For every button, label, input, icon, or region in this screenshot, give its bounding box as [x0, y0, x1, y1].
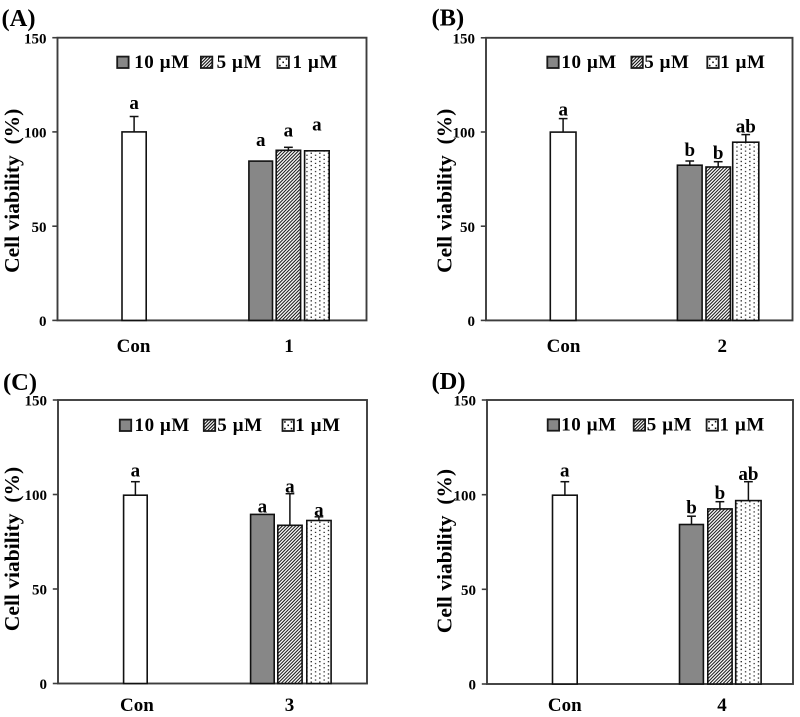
svg-text:a: a: [312, 115, 322, 136]
svg-text:ab: ab: [738, 464, 758, 485]
svg-text:50: 50: [32, 583, 47, 599]
svg-text:Cell viability (%): Cell viability (%): [0, 467, 24, 631]
svg-text:1 μM: 1 μM: [293, 52, 338, 73]
svg-text:b: b: [713, 143, 724, 164]
svg-text:1: 1: [284, 336, 294, 357]
svg-text:b: b: [715, 483, 726, 504]
svg-text:10 μM: 10 μM: [561, 415, 616, 436]
svg-text:0: 0: [39, 314, 47, 330]
svg-text:a: a: [284, 120, 294, 141]
svg-text:ab: ab: [736, 116, 756, 137]
svg-text:50: 50: [460, 220, 475, 236]
svg-text:Con: Con: [117, 336, 151, 357]
svg-text:Con: Con: [547, 336, 581, 357]
svg-text:5 μM: 5 μM: [217, 415, 262, 436]
svg-text:100: 100: [24, 126, 47, 142]
svg-text:0: 0: [469, 678, 477, 694]
svg-text:2: 2: [718, 336, 728, 357]
svg-text:3: 3: [285, 695, 295, 716]
svg-text:a: a: [129, 93, 139, 114]
svg-text:10 μM: 10 μM: [134, 52, 189, 73]
svg-text:0: 0: [40, 677, 48, 693]
svg-text:10 μM: 10 μM: [135, 415, 190, 436]
svg-text:5 μM: 5 μM: [647, 415, 692, 436]
svg-text:50: 50: [461, 583, 476, 599]
svg-text:150: 150: [25, 394, 48, 410]
svg-text:1 μM: 1 μM: [720, 52, 765, 73]
svg-text:Cell viability (%): Cell viability (%): [0, 109, 24, 273]
svg-text:(B): (B): [432, 5, 465, 32]
svg-text:a: a: [285, 476, 295, 497]
svg-text:5 μM: 5 μM: [217, 52, 262, 73]
svg-text:100: 100: [453, 126, 476, 142]
svg-text:a: a: [560, 460, 570, 481]
svg-text:Cell viability (%): Cell viability (%): [433, 469, 457, 633]
svg-text:0: 0: [468, 314, 476, 330]
svg-text:Con: Con: [548, 695, 582, 716]
svg-text:1 μM: 1 μM: [295, 415, 340, 436]
svg-text:150: 150: [454, 394, 477, 410]
svg-text:10 μM: 10 μM: [561, 52, 616, 73]
svg-text:5 μM: 5 μM: [644, 52, 689, 73]
svg-text:(A): (A): [2, 5, 36, 32]
svg-text:Con: Con: [120, 695, 154, 716]
svg-text:(D): (D): [432, 368, 466, 395]
svg-text:150: 150: [453, 31, 476, 47]
svg-text:b: b: [685, 140, 696, 161]
svg-text:(C): (C): [3, 369, 37, 396]
svg-text:100: 100: [454, 488, 477, 504]
svg-text:150: 150: [24, 31, 47, 47]
svg-text:50: 50: [32, 220, 47, 236]
svg-text:Cell viability (%): Cell viability (%): [433, 109, 457, 273]
svg-text:4: 4: [717, 695, 727, 716]
svg-text:a: a: [558, 99, 568, 120]
svg-text:a: a: [256, 130, 266, 151]
svg-text:a: a: [314, 500, 324, 521]
svg-text:100: 100: [25, 488, 48, 504]
svg-text:a: a: [258, 496, 268, 517]
svg-text:b: b: [686, 498, 697, 519]
svg-text:a: a: [131, 460, 141, 481]
svg-text:1 μM: 1 μM: [720, 415, 765, 436]
